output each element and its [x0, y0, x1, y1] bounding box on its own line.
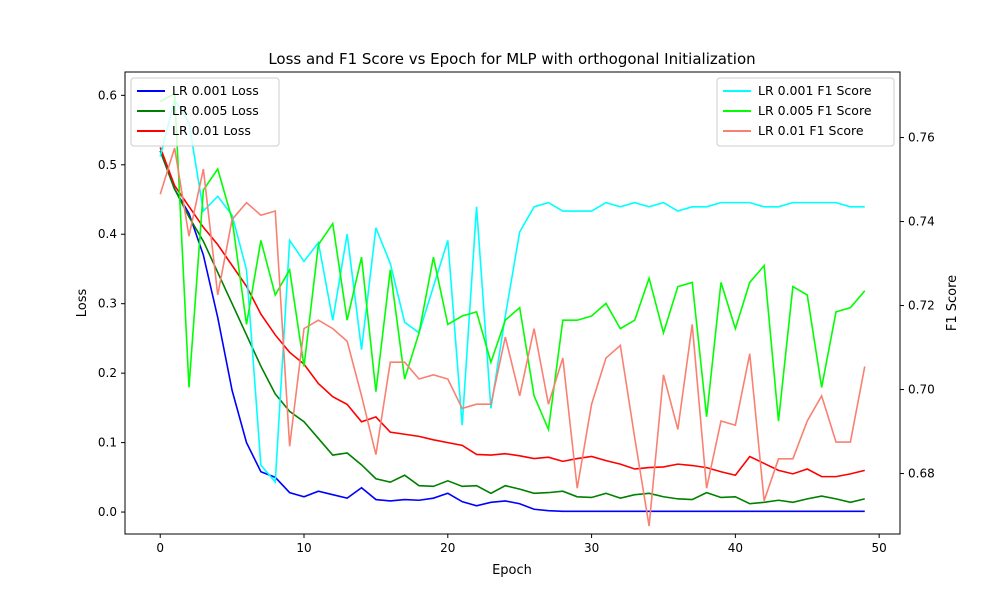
x-tick-label: 30 — [584, 541, 599, 555]
series-line-lr-0-001-loss — [159, 150, 865, 513]
legend-label-lr-0-01-f1-score: LR 0.01 F1 Score — [758, 123, 864, 138]
y-left-tick-label: 0.4 — [98, 227, 117, 241]
y-right-tick-label: 0.76 — [908, 131, 935, 145]
y-left-tick-label: 0.0 — [98, 505, 117, 519]
series-line-lr-0-001-f1-score — [159, 97, 865, 484]
x-tick-label: 50 — [872, 541, 887, 555]
plot-lines — [159, 92, 866, 527]
y-left-tick-label: 0.5 — [98, 158, 117, 172]
series-line-lr-0-01-loss — [159, 147, 865, 478]
legend-box — [130, 77, 280, 147]
y-left-tick-label: 0.6 — [98, 88, 117, 102]
legend-f1: LR 0.001 F1 Score LR 0.005 F1 Score LR 0.0… — [716, 77, 895, 147]
legend-label-lr-0-01-loss: LR 0.01 Loss — [172, 123, 251, 138]
x-tick-label: 40 — [728, 541, 743, 555]
x-tick-label: 0 — [156, 541, 164, 555]
x-axis-label: Epoch — [492, 563, 532, 578]
x-tick-label: 20 — [440, 541, 455, 555]
legend-label-lr-0-001-loss: LR 0.001 Loss — [172, 83, 259, 98]
series-line-lr-0-005-f1-score — [159, 92, 866, 433]
legend-label-lr-0-005-f1-score: LR 0.005 F1 Score — [758, 103, 872, 118]
chart-title: Loss and F1 Score vs Epoch for MLP with … — [268, 50, 755, 68]
y-axis-left: 0.0 0.1 0.2 0.3 0.4 0.5 0.6 — [98, 88, 125, 519]
y-left-tick-label: 0.1 — [98, 436, 117, 450]
legend-label-lr-0-005-loss: LR 0.005 Loss — [172, 103, 259, 118]
plot-frame — [124, 71, 901, 535]
y-left-tick-label: 0.3 — [98, 297, 117, 311]
y-left-tick-label: 0.2 — [98, 366, 117, 380]
legend-label-lr-0-001-f1-score: LR 0.001 F1 Score — [758, 83, 872, 98]
series-line-lr-0-01-f1-score — [159, 147, 866, 527]
y-axis-right: 0.68 0.70 0.72 0.74 0.76 — [900, 131, 935, 481]
y-axis-right-label: F1 Score — [945, 275, 960, 331]
y-right-tick-label: 0.74 — [908, 215, 935, 229]
x-axis: 0 10 20 30 40 50 — [156, 534, 887, 555]
y-right-tick-label: 0.68 — [908, 467, 935, 481]
legend-box — [716, 77, 895, 147]
y-right-tick-label: 0.70 — [908, 383, 935, 397]
y-axis-left-label: Loss — [75, 289, 90, 318]
legend-loss: LR 0.001 Loss LR 0.005 Loss LR 0.01 Loss — [130, 77, 280, 147]
series-line-lr-0-005-loss — [159, 150, 865, 505]
x-tick-label: 10 — [296, 541, 311, 555]
y-right-tick-label: 0.72 — [908, 299, 935, 313]
